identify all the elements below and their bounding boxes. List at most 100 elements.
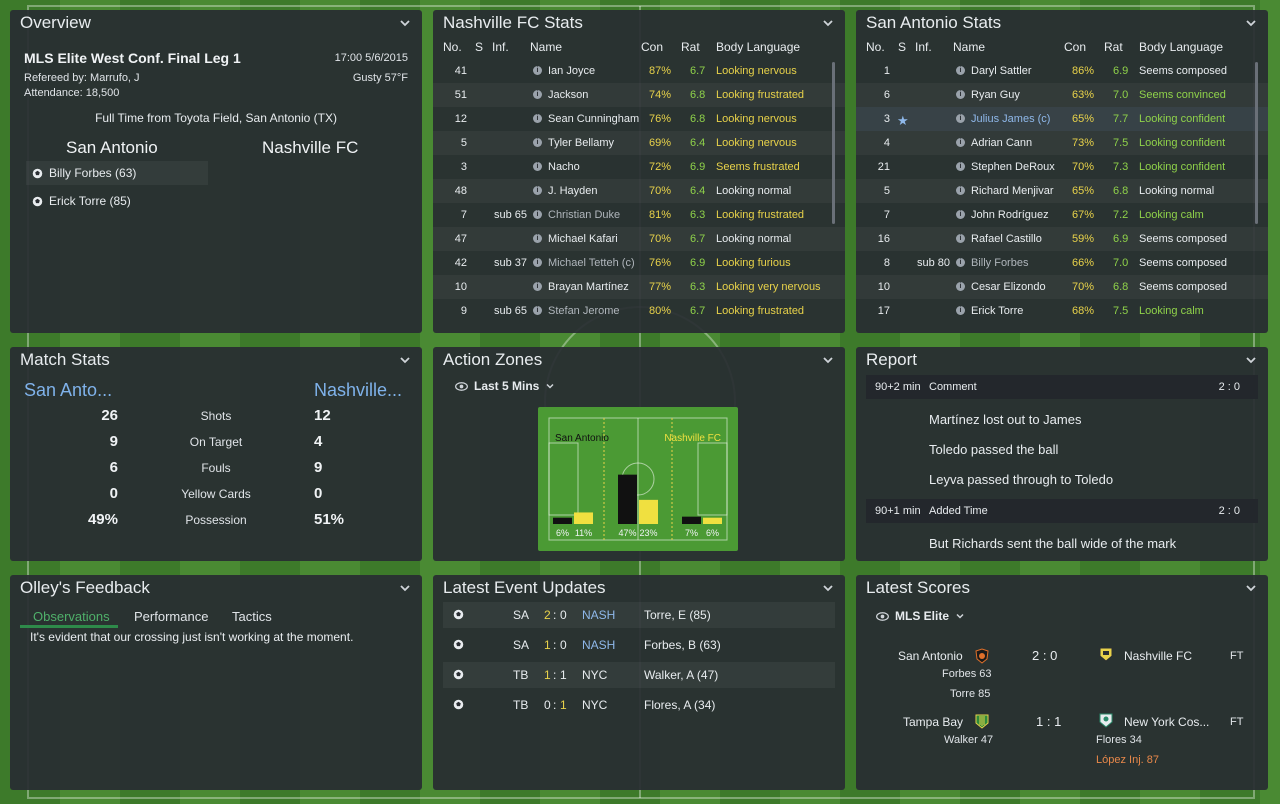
player-name[interactable]: Erick Torre: [971, 305, 1024, 317]
col-body[interactable]: Body Language: [1139, 40, 1224, 54]
player-name[interactable]: Michael Kafari: [548, 233, 618, 245]
table-row[interactable]: 3 i Nacho 72% 6.9 Seems frustrated: [433, 155, 845, 179]
col-no[interactable]: No.: [443, 40, 462, 54]
goal-scorer[interactable]: Billy Forbes (63): [26, 161, 208, 185]
info-icon[interactable]: i: [956, 210, 965, 219]
info-icon[interactable]: i: [533, 186, 542, 195]
period-filter[interactable]: Last 5 Mins: [455, 379, 555, 393]
col-s[interactable]: S: [475, 40, 484, 54]
info-icon[interactable]: i: [533, 306, 542, 315]
info-icon[interactable]: i: [956, 114, 965, 123]
info-icon[interactable]: i: [956, 90, 965, 99]
table-row[interactable]: 1 i Daryl Sattler 86% 6.9 Seems composed: [856, 59, 1268, 83]
col-inf[interactable]: Inf.: [492, 40, 509, 54]
info-icon[interactable]: i: [956, 186, 965, 195]
col-body[interactable]: Body Language: [716, 40, 801, 54]
info-icon[interactable]: i: [533, 258, 542, 267]
player-name[interactable]: Brayan Martínez: [548, 281, 629, 293]
info-icon[interactable]: i: [533, 162, 542, 171]
info-icon[interactable]: i: [956, 282, 965, 291]
table-row[interactable]: 17 i Erick Torre 68% 7.5 Looking calm: [856, 299, 1268, 323]
scrollbar[interactable]: [832, 62, 835, 224]
col-rat[interactable]: Rat: [681, 40, 700, 54]
home-team[interactable]: Tampa Bay: [903, 715, 964, 729]
player-name[interactable]: Richard Menjivar: [971, 185, 1054, 197]
info-icon[interactable]: i: [533, 90, 542, 99]
player-name[interactable]: Rafael Castillo: [971, 233, 1042, 245]
table-row[interactable]: 3 ★ i Julius James (c) 65% 7.7 Looking confide…: [856, 107, 1268, 131]
table-row[interactable]: 10 i Cesar Elizondo 70% 6.8 Seems composed: [856, 275, 1268, 299]
info-icon[interactable]: i: [533, 234, 542, 243]
away-team[interactable]: Nashville FC: [1124, 649, 1193, 663]
match-score[interactable]: 2 : 0: [1032, 648, 1058, 663]
col-no[interactable]: No.: [866, 40, 885, 54]
info-icon[interactable]: i: [533, 138, 542, 147]
player-name[interactable]: John Rodríguez: [971, 209, 1049, 221]
info-icon[interactable]: i: [956, 258, 965, 267]
info-icon[interactable]: i: [533, 66, 542, 75]
chevron-down-icon[interactable]: [821, 581, 835, 595]
chevron-down-icon[interactable]: [398, 16, 412, 30]
player-name[interactable]: Tyler Bellamy: [548, 137, 615, 149]
table-row[interactable]: 5 i Tyler Bellamy 69% 6.4 Looking nervous: [433, 131, 845, 155]
player-name[interactable]: Stephen DeRoux: [971, 161, 1055, 173]
player-name[interactable]: Sean Cunningham: [548, 113, 640, 125]
list-item[interactable]: SA 2:0 NASH Torre, E (85): [443, 602, 835, 628]
table-row[interactable]: 41 i Ian Joyce 87% 6.7 Looking nervous: [433, 59, 845, 83]
info-icon[interactable]: i: [533, 282, 542, 291]
chevron-down-icon[interactable]: [821, 16, 835, 30]
away-team[interactable]: New York Cos...: [1124, 715, 1210, 729]
player-name[interactable]: Billy Forbes: [971, 257, 1029, 269]
chevron-down-icon[interactable]: [1244, 16, 1258, 30]
table-row[interactable]: 7 i John Rodríguez 67% 7.2 Looking calm: [856, 203, 1268, 227]
home-team-name[interactable]: San Antonio: [66, 138, 158, 157]
player-name[interactable]: Nacho: [548, 161, 580, 173]
table-row[interactable]: 42 sub 37 i Michael Tetteh (c) 76% 6.9 Looking…: [433, 251, 845, 275]
table-row[interactable]: 8 sub 80 i Billy Forbes 66% 7.0 Seems composed: [856, 251, 1268, 275]
info-icon[interactable]: i: [533, 210, 542, 219]
table-row[interactable]: 16 i Rafael Castillo 59% 6.9 Seems composed: [856, 227, 1268, 251]
list-item[interactable]: TB 1:1 NYC Walker, A (47): [443, 662, 835, 688]
tab-observations[interactable]: Observations: [33, 609, 110, 624]
info-icon[interactable]: i: [533, 114, 542, 123]
col-inf[interactable]: Inf.: [915, 40, 932, 54]
player-name[interactable]: Ian Joyce: [548, 65, 596, 77]
player-name[interactable]: Julius James (c): [971, 113, 1051, 125]
chevron-down-icon[interactable]: [398, 353, 412, 367]
list-item[interactable]: SA 1:0 NASH Forbes, B (63): [443, 632, 835, 658]
player-name[interactable]: Michael Tetteh (c): [548, 257, 635, 269]
tab-tactics[interactable]: Tactics: [232, 609, 272, 624]
player-name[interactable]: Stefan Jerome: [548, 305, 620, 317]
info-icon[interactable]: i: [956, 162, 965, 171]
chevron-down-icon[interactable]: [1244, 581, 1258, 595]
table-row[interactable]: 21 i Stephen DeRoux 70% 7.3 Looking confident: [856, 155, 1268, 179]
table-row[interactable]: 47 i Michael Kafari 70% 6.7 Looking normal: [433, 227, 845, 251]
away-team-name[interactable]: Nashville FC: [262, 138, 359, 157]
player-name[interactable]: Daryl Sattler: [971, 65, 1032, 77]
away-team-link[interactable]: Nashville...: [314, 380, 403, 400]
scrollbar[interactable]: [1255, 62, 1258, 224]
player-name[interactable]: Adrian Cann: [971, 137, 1033, 149]
chevron-down-icon[interactable]: [1244, 353, 1258, 367]
table-row[interactable]: 48 i J. Hayden 70% 6.4 Looking normal: [433, 179, 845, 203]
tab-performance[interactable]: Performance: [134, 609, 209, 624]
table-row[interactable]: 10 i Brayan Martínez 77% 6.3 Looking very ner…: [433, 275, 845, 299]
home-team[interactable]: San Antonio: [898, 649, 963, 663]
info-icon[interactable]: i: [956, 306, 965, 315]
table-row[interactable]: 7 sub 65 i Christian Duke 81% 6.3 Looking frus…: [433, 203, 845, 227]
goal-scorer[interactable]: Erick Torre (85): [26, 189, 208, 213]
col-con[interactable]: Con: [1064, 40, 1087, 54]
chevron-down-icon[interactable]: [821, 353, 835, 367]
table-row[interactable]: 6 i Ryan Guy 63% 7.0 Seems convinced: [856, 83, 1268, 107]
table-row[interactable]: 5 i Richard Menjivar 65% 6.8 Looking normal: [856, 179, 1268, 203]
player-name[interactable]: Jackson: [548, 89, 589, 101]
table-row[interactable]: 4 i Adrian Cann 73% 7.5 Looking confident: [856, 131, 1268, 155]
info-icon[interactable]: i: [956, 234, 965, 243]
player-name[interactable]: Christian Duke: [548, 209, 621, 221]
info-icon[interactable]: i: [956, 66, 965, 75]
col-name[interactable]: Name: [953, 40, 986, 54]
competition-filter[interactable]: MLS Elite: [876, 609, 965, 623]
player-name[interactable]: J. Hayden: [548, 185, 598, 197]
list-item[interactable]: TB 0:1 NYC Flores, A (34): [443, 692, 835, 718]
chevron-down-icon[interactable]: [398, 581, 412, 595]
